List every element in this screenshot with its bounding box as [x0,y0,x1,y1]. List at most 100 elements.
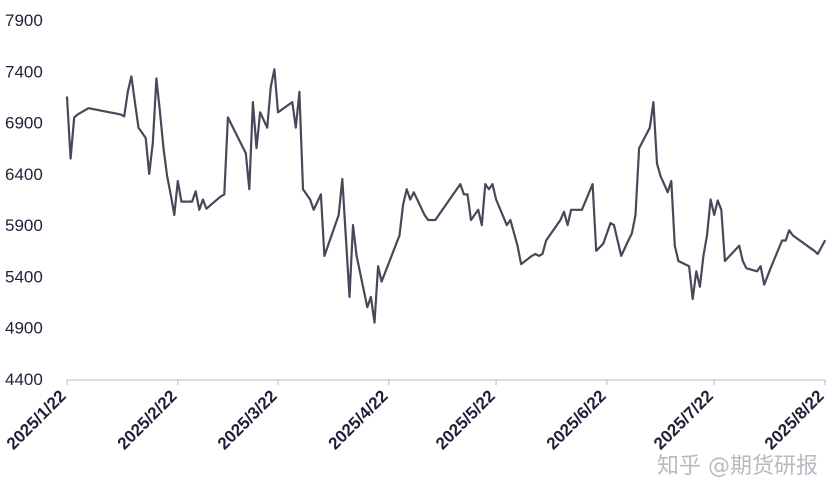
data-point [434,219,437,221]
data-point [627,239,630,242]
data-point [770,265,773,268]
data-point [273,68,276,70]
data-point [709,198,712,201]
data-point [173,214,176,216]
data-point [516,244,519,247]
data-point [205,207,208,210]
data-point [409,198,412,201]
data-point [759,265,762,268]
data-point [756,270,758,273]
data-point [695,270,698,273]
data-point [566,224,569,226]
data-point [713,214,715,216]
data-point [484,183,487,185]
data-point [259,111,261,114]
data-point [66,96,68,98]
data-point [699,285,701,288]
data-point [398,234,401,237]
data-point [534,253,537,255]
data-point [427,219,429,221]
data-point [348,296,351,298]
data-point [277,111,279,114]
data-point [813,250,816,252]
data-point [184,200,186,203]
y-tick-label: 5900 [5,216,43,235]
y-tick-label: 5400 [5,267,43,286]
data-point [402,203,404,206]
data-point [423,214,426,216]
data-point [134,101,136,103]
data-point [370,296,372,298]
series-line [65,68,826,324]
data-point [341,178,344,180]
data-point [591,183,594,185]
data-point [824,239,826,242]
data-point [609,222,612,224]
data-point [545,239,547,242]
data-point [227,116,229,119]
data-point [677,260,680,262]
x-tick-label: 2025/8/22 [761,386,828,453]
data-point [666,191,669,194]
data-point [792,234,794,237]
data-point [752,269,755,272]
data-point [702,255,705,257]
data-point [541,253,544,255]
data-point [255,147,258,149]
x-tick-label: 2025/7/22 [650,386,717,453]
x-tick-label: 2025/3/22 [214,386,281,453]
data-point [73,116,75,119]
y-tick-label: 7900 [5,11,43,30]
data-point [738,244,740,247]
data-point [76,113,79,116]
data-point [688,265,690,268]
data-point [69,157,72,160]
data-point [495,198,497,201]
data-point [309,198,311,201]
data-point [123,115,125,118]
data-point [323,255,326,257]
data-point [509,219,512,221]
data-point [781,239,783,242]
data-point [202,198,204,201]
data-point [155,77,158,80]
data-point [194,190,197,193]
data-point [652,101,655,103]
data-point [355,255,358,257]
data-point [119,113,122,116]
y-tick-label: 6400 [5,165,43,184]
data-point [506,224,508,226]
data-point [742,260,744,262]
data-point [570,209,572,211]
data-point [477,209,480,211]
data-point [656,162,658,165]
data-point [763,283,765,286]
data-point [252,101,254,103]
x-tick-label: 2025/1/22 [3,386,70,453]
data-point [459,183,462,185]
x-axis: 2025/1/22 2025/2/22 2025/3/22 2025/4/22 2025… [3,379,828,453]
y-tick-label: 6900 [5,114,43,133]
data-point [366,306,369,309]
data-point [127,91,129,93]
data-point [270,85,272,88]
data-point [724,260,726,262]
data-point [266,126,269,129]
data-point [137,126,140,129]
data-point [377,265,379,268]
data-point [559,219,562,221]
y-tick-label: 4400 [5,370,43,389]
data-point [312,209,315,211]
data-point [463,193,465,196]
data-point [198,209,201,211]
data-point [191,200,193,203]
data-point [413,191,415,194]
data-point [130,75,133,78]
data-point [144,137,147,139]
data-point [817,253,819,255]
data-point [602,242,605,245]
data-point [169,193,172,196]
data-point [295,126,297,129]
watermark: 知乎 @期货研报 [657,454,818,479]
data-point [638,147,640,149]
